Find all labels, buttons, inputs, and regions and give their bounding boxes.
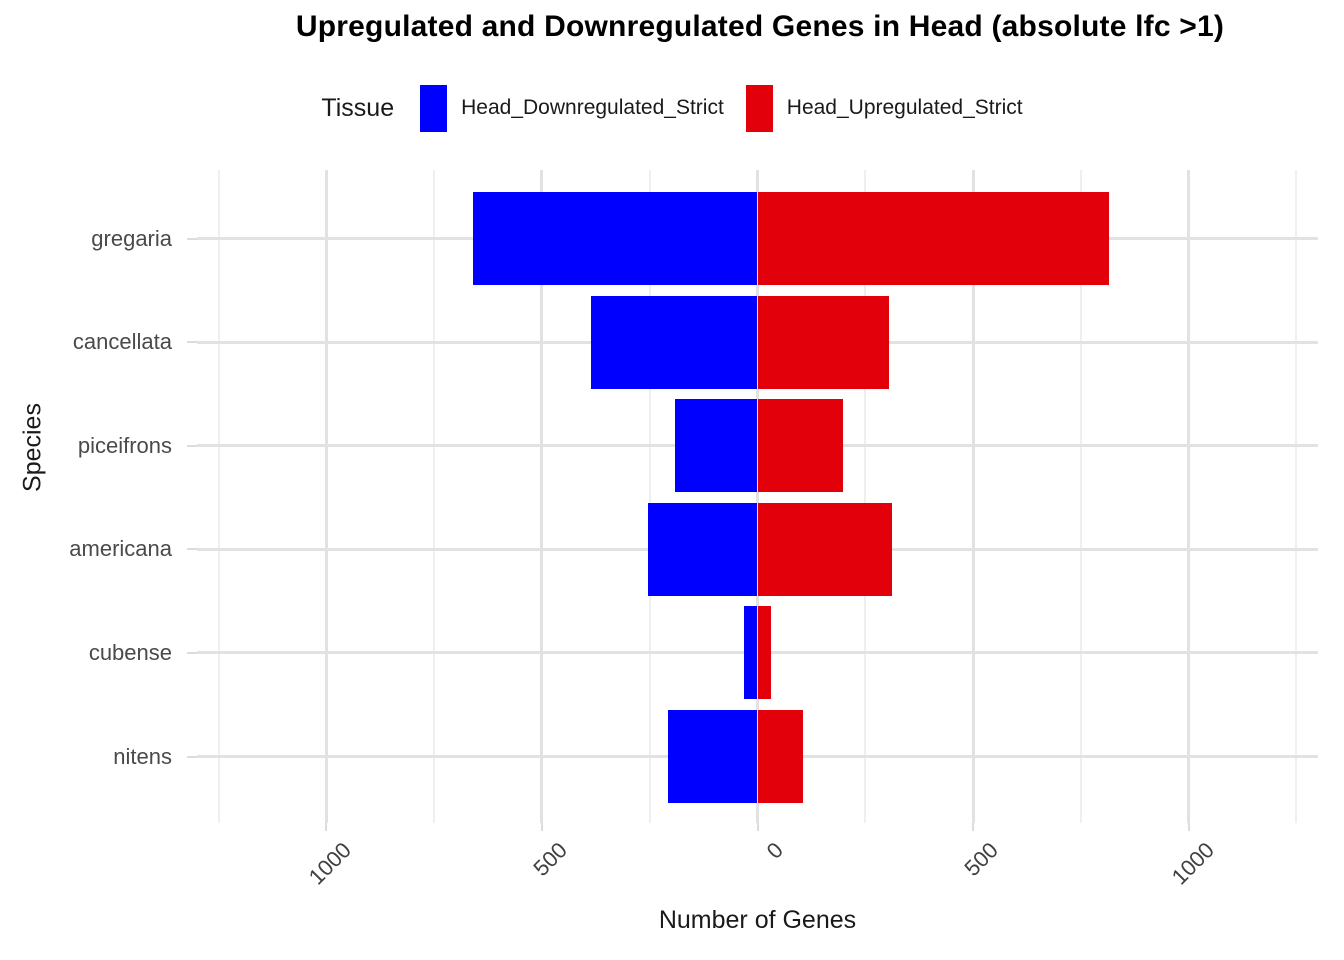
x-axis-tick [1187, 823, 1190, 831]
legend-item-downregulated: Head_Downregulated_Strict [420, 84, 724, 132]
y-axis-tick [187, 548, 197, 551]
y-axis-label-piceifrons: piceifrons [77, 432, 172, 458]
bar-nitens-down [667, 710, 758, 803]
y-axis-label-gregaria: gregaria [91, 225, 172, 251]
legend-swatch-downregulated-icon [420, 84, 448, 132]
gridline-major-vertical [540, 170, 544, 823]
gridline-minor-vertical [217, 170, 220, 823]
gridline-major-vertical [756, 170, 759, 823]
plot-panel [187, 170, 1318, 831]
bar-piceifrons-up [757, 399, 843, 493]
bar-americana-up [757, 502, 893, 596]
bar-gregaria-up [757, 192, 1109, 285]
legend: Tissue Head_Downregulated_Strict Head_Up… [100, 80, 1244, 136]
bar-cubense-up [757, 606, 771, 700]
y-axis-label-americana: americana [69, 536, 172, 562]
legend-label-downregulated: Head_Downregulated_Strict [461, 96, 724, 119]
y-axis-label-cubense: cubense [88, 639, 172, 665]
bar-piceifrons-down [675, 399, 758, 493]
x-axis-tick [325, 823, 328, 831]
x-axis-tick [756, 823, 759, 831]
x-axis-tick-label: 1000 [1166, 837, 1219, 890]
gridline-minor-vertical [433, 170, 436, 823]
x-axis-tick [972, 823, 975, 831]
bar-gregaria-down [472, 192, 758, 285]
x-axis-tick-label: 0 [761, 837, 788, 864]
legend-title: Tissue [321, 93, 395, 122]
y-axis-label-nitens: nitens [113, 743, 172, 769]
legend-item-upregulated: Head_Upregulated_Strict [745, 84, 1023, 132]
x-axis-tick-label: 500 [528, 837, 572, 881]
x-axis-title: Number of Genes [658, 906, 857, 934]
y-axis-tick [187, 651, 197, 654]
bar-cubense-down [743, 606, 758, 700]
x-axis-tick-label: 500 [959, 837, 1004, 881]
legend-label-upregulated: Head_Upregulated_Strict [786, 96, 1023, 119]
gridline-major-vertical [1187, 170, 1191, 823]
bar-cancellata-up [757, 295, 889, 389]
y-axis-tick [187, 341, 197, 344]
gridline-minor-vertical [1079, 170, 1082, 823]
y-axis-tick [187, 444, 197, 447]
bar-americana-down [647, 502, 758, 596]
gridline-major-vertical [324, 170, 328, 823]
y-axis-tick [187, 237, 197, 240]
gridline-minor-vertical [1295, 170, 1298, 823]
bar-cancellata-down [591, 295, 758, 389]
y-axis-tick [187, 755, 197, 758]
bar-nitens-up [757, 710, 804, 803]
chart-title: Upregulated and Downregulated Genes in H… [295, 10, 1225, 43]
y-axis-label-cancellata: cancellata [72, 329, 172, 355]
x-axis-tick-label: 1000 [304, 837, 357, 890]
x-axis-tick [540, 823, 543, 831]
legend-swatch-upregulated-icon [745, 84, 773, 132]
gridline-minor-vertical [648, 170, 651, 823]
gridline-minor-vertical [864, 170, 867, 823]
gridline-major-vertical [971, 170, 975, 823]
